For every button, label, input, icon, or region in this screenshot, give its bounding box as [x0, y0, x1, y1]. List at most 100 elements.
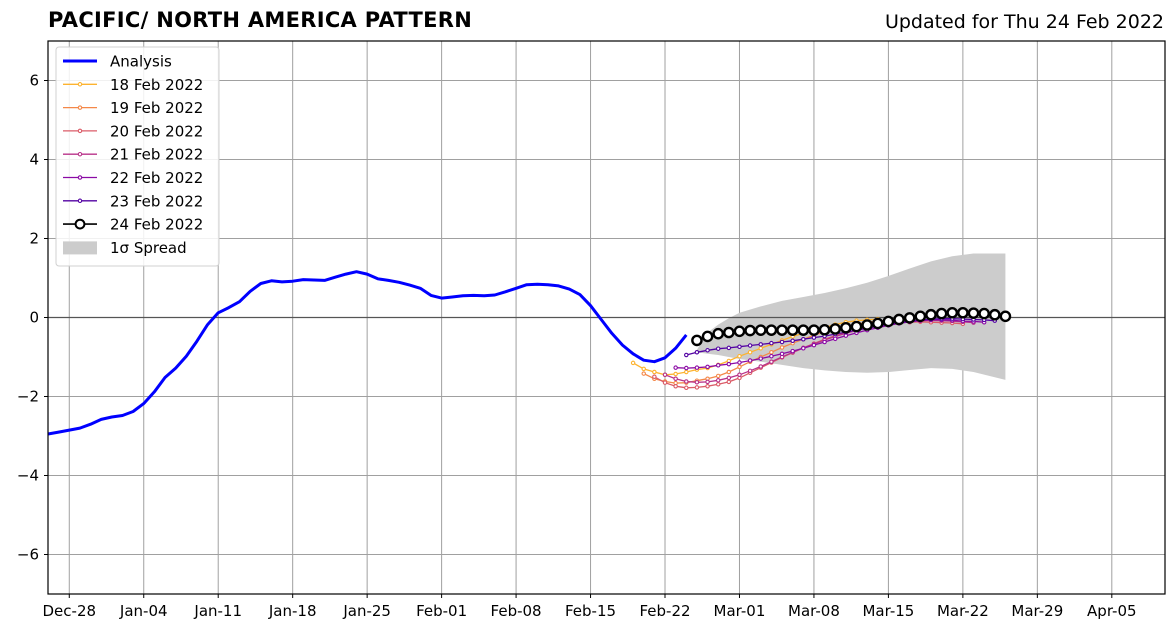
- forecast-point: [694, 380, 700, 385]
- legend-marker: [74, 218, 86, 230]
- legend-item: 24 Feb 2022: [63, 216, 203, 234]
- forecast-point: [652, 374, 657, 379]
- forecast-point: [723, 326, 735, 339]
- forecast-point: [737, 372, 742, 378]
- forecast-point: [822, 339, 827, 345]
- x-tick-label: Feb-15: [565, 602, 616, 620]
- forecast-point: [691, 334, 703, 347]
- forecast-point: [769, 350, 774, 355]
- legend-item: 20 Feb 2022: [63, 122, 203, 140]
- forecast-point: [726, 345, 732, 351]
- forecast-point: [744, 324, 756, 337]
- forecast-point: [758, 356, 764, 361]
- forecast-point: [662, 380, 668, 385]
- x-tick-label: Mar-08: [788, 602, 840, 620]
- x-tick-label: Jan-04: [119, 602, 168, 620]
- forecast-point: [769, 359, 774, 364]
- forecast-point: [652, 369, 657, 375]
- legend-label: 21 Feb 2022: [110, 146, 203, 164]
- legend-marker: [77, 128, 83, 134]
- forecast-point: [737, 364, 742, 370]
- forecast-point: [786, 324, 799, 336]
- forecast-point: [861, 319, 873, 331]
- x-tick-label: Mar-01: [714, 602, 766, 620]
- spread-band-area: [696, 253, 1006, 380]
- y-tick-label: −4: [17, 467, 39, 485]
- legend-label: 18 Feb 2022: [110, 76, 203, 94]
- forecast-point: [790, 348, 795, 354]
- forecast-point: [747, 368, 753, 374]
- legend-label: 19 Feb 2022: [110, 99, 203, 117]
- forecast-point: [737, 353, 742, 359]
- x-tick-label: Dec-28: [43, 602, 97, 620]
- forecast-point: [832, 336, 838, 342]
- forecast-point: [641, 366, 646, 372]
- forecast-point: [673, 376, 678, 381]
- forecast-point: [790, 338, 795, 344]
- forecast-point: [712, 327, 725, 340]
- forecast-point: [705, 348, 710, 353]
- forecast-point: [946, 306, 959, 319]
- series-lines: [47, 270, 1012, 436]
- x-tick-label: Jan-11: [193, 602, 242, 620]
- forecast-point: [840, 321, 852, 334]
- analysis-line: [47, 270, 688, 436]
- legend-marker: [77, 82, 83, 87]
- legend-box: [55, 46, 220, 267]
- forecast-point: [715, 363, 721, 368]
- forecast-point: [801, 346, 806, 351]
- forecast-point: [662, 372, 668, 378]
- legend-item: 18 Feb 2022: [63, 76, 203, 94]
- forecast-point: [957, 306, 969, 319]
- legend-swatch: [63, 241, 97, 255]
- forecast-point: [715, 382, 721, 387]
- forecast-point: [705, 383, 710, 389]
- forecast-point: [882, 315, 895, 328]
- forecast-point: [776, 324, 788, 336]
- legend-item: Analysis: [63, 53, 172, 71]
- x-tick-label: Jan-25: [342, 602, 391, 620]
- forecast-point: [769, 353, 774, 359]
- forecast-point: [779, 351, 785, 357]
- forecast-point: [726, 361, 732, 367]
- forecast-point: [641, 371, 646, 376]
- legend-marker: [77, 175, 83, 180]
- forecast-point: [715, 373, 721, 379]
- legend-item: 1σ Spread: [63, 239, 187, 257]
- legend-item: 19 Feb 2022: [63, 99, 203, 117]
- forecast-point: [850, 320, 863, 333]
- legend-marker: [77, 198, 83, 204]
- forecast-point: [705, 364, 710, 370]
- forecast-point: [914, 310, 927, 323]
- forecast-point: [694, 350, 700, 355]
- forecast-point: [779, 345, 785, 350]
- forecast-point: [811, 335, 817, 340]
- legend-item: 23 Feb 2022: [63, 192, 203, 210]
- forecast-point: [769, 340, 774, 346]
- forecast-point: [737, 360, 742, 365]
- forecast-point: [684, 379, 689, 384]
- forecast-point: [758, 342, 764, 347]
- forecast-point: [811, 342, 817, 348]
- forecast-point: [684, 369, 689, 375]
- forecast-point: [754, 324, 767, 336]
- forecast-point: [758, 346, 764, 351]
- forecast-point: [765, 324, 778, 336]
- forecast-point: [871, 317, 884, 330]
- forecast-point: [829, 323, 842, 335]
- y-tick-label: 0: [29, 309, 39, 327]
- forecast-point: [737, 344, 742, 349]
- forecast-point: [935, 307, 948, 320]
- forecast-point: [999, 310, 1012, 323]
- x-tick-label: Mar-22: [937, 602, 989, 620]
- legend-label: 24 Feb 2022: [110, 216, 203, 234]
- x-tick-label: Mar-15: [862, 602, 914, 620]
- forecast-point: [988, 308, 1001, 321]
- forecast-point: [694, 385, 700, 390]
- legend-label: Analysis: [110, 53, 172, 71]
- y-tick-label: −2: [17, 388, 39, 406]
- x-tick-label: Feb-22: [639, 602, 690, 620]
- legend-label: 1σ Spread: [110, 239, 187, 257]
- legend-marker: [77, 151, 83, 157]
